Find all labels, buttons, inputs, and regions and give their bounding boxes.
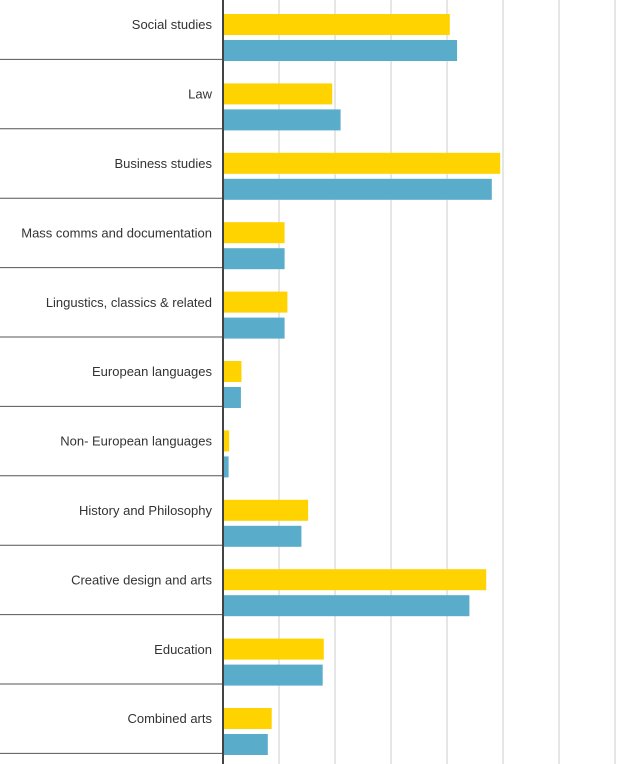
bar-yellow [223,14,450,35]
category-labels: Social studies Law Business studies Mass co… [21,17,212,726]
bar-blue [223,40,458,61]
bar-blue [223,178,492,200]
bar-blue [223,387,241,408]
bar-blue [223,595,470,617]
category-label: Business studies [114,156,212,171]
bar-yellow [223,569,487,591]
bar-blue [223,456,229,478]
category-label: Non- European languages [60,434,212,449]
bar-blue [223,664,323,686]
bar-yellow [223,430,230,452]
category-label: Social studies [132,17,213,32]
category-label: Education [154,642,212,657]
bar-blue [223,317,285,339]
bar-yellow [223,499,309,521]
bar-blue [223,734,268,755]
category-label: Combined arts [127,711,212,726]
bar-yellow [223,638,324,660]
category-label: History and Philosophy [79,503,212,518]
bar-yellow [223,222,285,244]
category-label: Lingustics, classics & related [46,295,212,310]
bar-yellow [223,708,272,729]
bar-yellow [223,291,288,313]
bar-blue [223,248,285,270]
bars [223,14,501,755]
category-label: Mass comms and documentation [21,225,212,240]
bar-yellow [223,83,333,105]
category-label: Law [188,87,212,102]
category-label: European languages [92,364,212,379]
bar-yellow [223,152,501,174]
category-label: Creative design and arts [71,572,212,587]
bar-blue [223,109,341,131]
bar-blue [223,525,302,547]
bar-yellow [223,361,242,382]
row-separators [0,58,223,754]
